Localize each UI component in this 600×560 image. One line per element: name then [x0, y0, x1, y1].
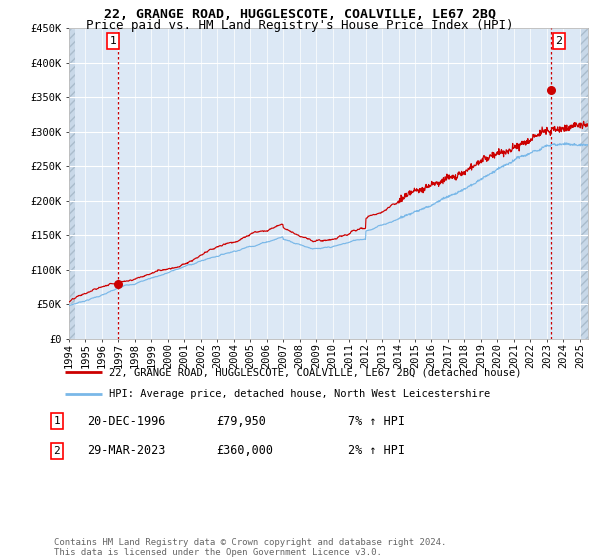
Text: Price paid vs. HM Land Registry's House Price Index (HPI): Price paid vs. HM Land Registry's House … [86, 19, 514, 32]
Text: 2: 2 [556, 36, 563, 46]
Bar [580, 28, 596, 339]
Text: HPI: Average price, detached house, North West Leicestershire: HPI: Average price, detached house, Nort… [109, 389, 491, 399]
Text: 2% ↑ HPI: 2% ↑ HPI [348, 444, 405, 458]
Text: 7% ↑ HPI: 7% ↑ HPI [348, 414, 405, 428]
Text: Contains HM Land Registry data © Crown copyright and database right 2024.
This d: Contains HM Land Registry data © Crown c… [54, 538, 446, 557]
Text: 22, GRANGE ROAD, HUGGLESCOTE, COALVILLE, LE67 2BQ (detached house): 22, GRANGE ROAD, HUGGLESCOTE, COALVILLE,… [109, 367, 522, 377]
Text: 1: 1 [53, 416, 61, 426]
Text: 2: 2 [53, 446, 61, 456]
Text: 22, GRANGE ROAD, HUGGLESCOTE, COALVILLE, LE67 2BQ: 22, GRANGE ROAD, HUGGLESCOTE, COALVILLE,… [104, 8, 496, 21]
Bar [69, 28, 75, 339]
Point [546, 86, 556, 95]
Text: £79,950: £79,950 [216, 414, 266, 428]
Text: 1: 1 [109, 36, 116, 46]
Text: 20-DEC-1996: 20-DEC-1996 [87, 414, 166, 428]
Point [113, 279, 123, 288]
Text: £360,000: £360,000 [216, 444, 273, 458]
Text: 29-MAR-2023: 29-MAR-2023 [87, 444, 166, 458]
